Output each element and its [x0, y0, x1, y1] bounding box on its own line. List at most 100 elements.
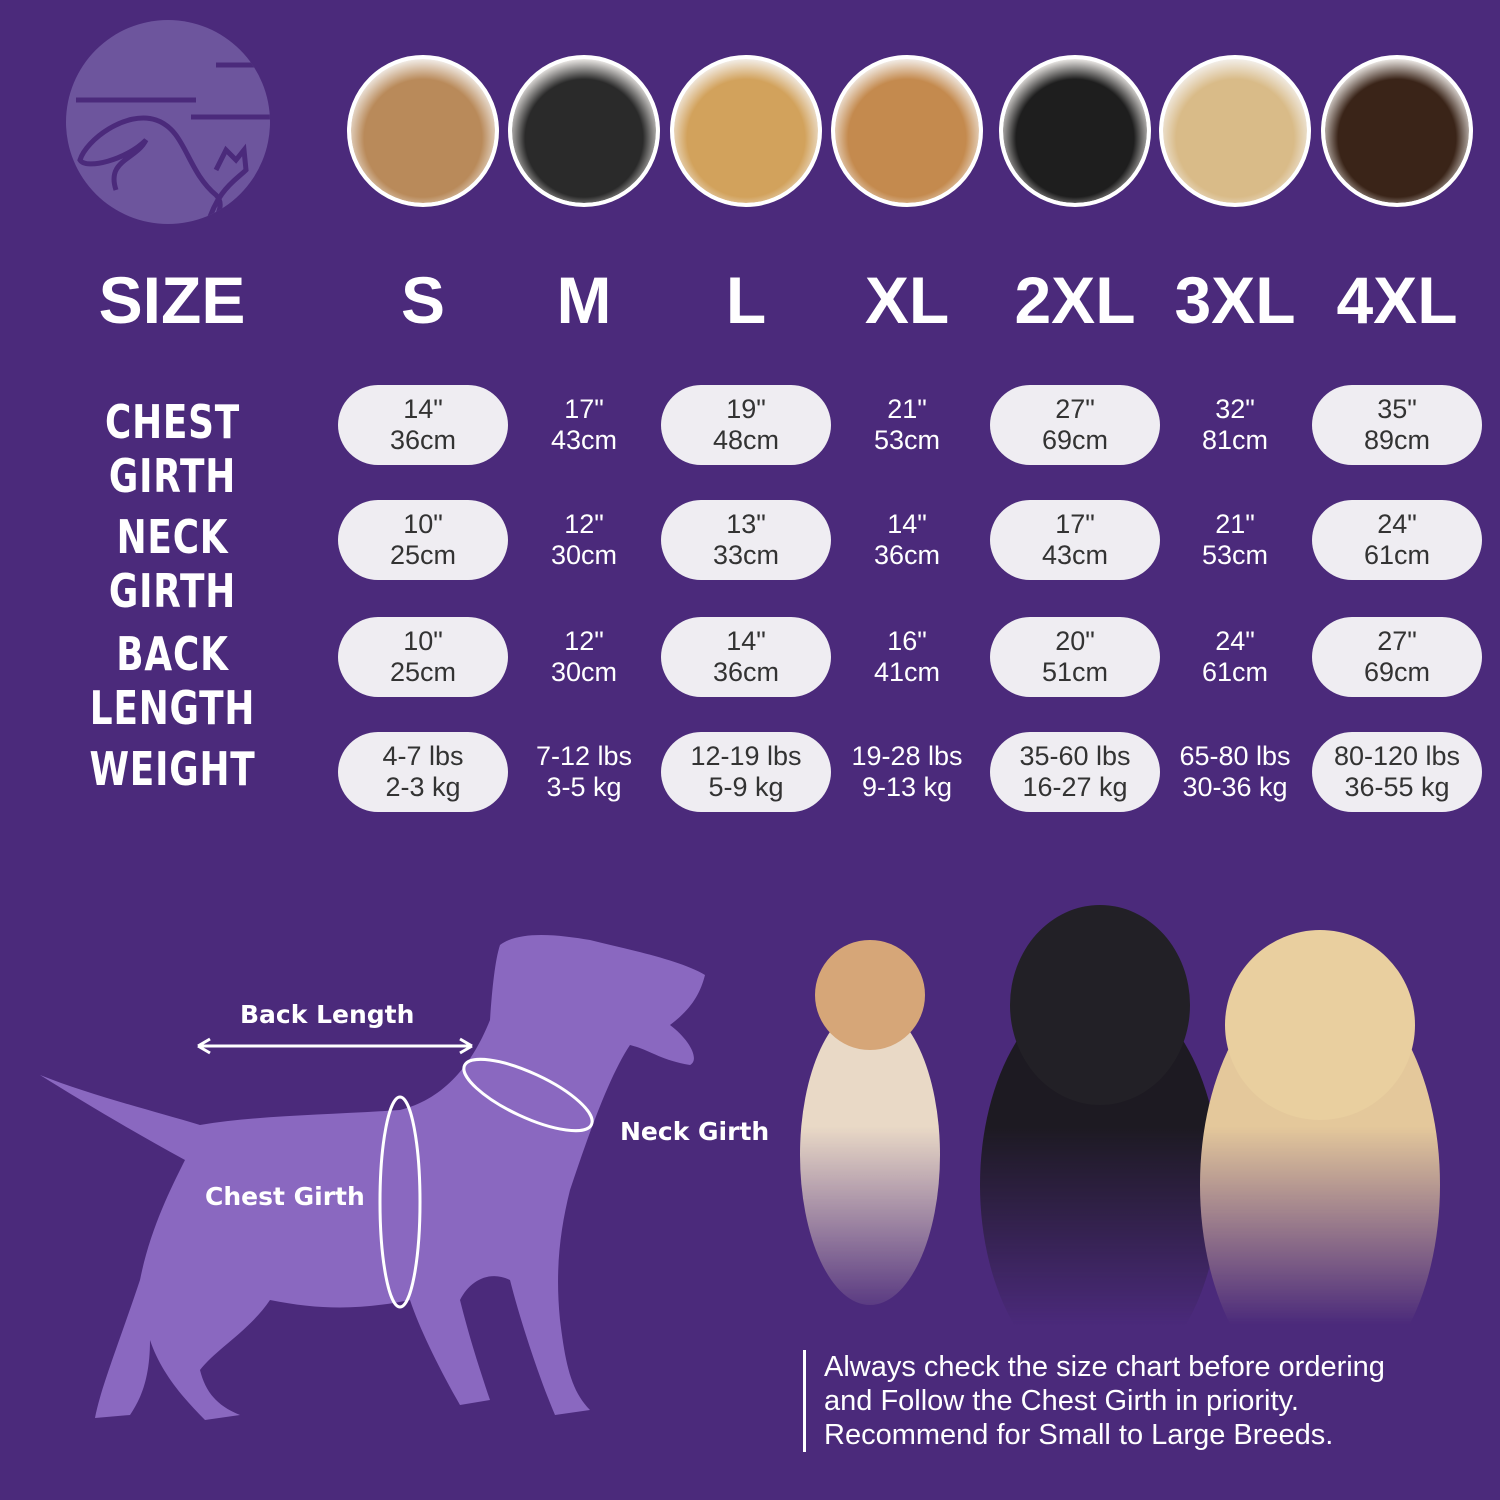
- imperial-value: 35": [1377, 394, 1417, 424]
- back-length-label: Back Length: [240, 1000, 415, 1029]
- imperial-value: 21": [887, 394, 927, 424]
- table-cell: 24" 61cm: [1150, 617, 1320, 697]
- neck-girth-line: [462, 1057, 594, 1133]
- size-s: S: [400, 263, 446, 337]
- size-2xl: 2XL: [1014, 263, 1136, 337]
- imperial-value: 12": [564, 509, 604, 539]
- metric-value: 53cm: [1201, 540, 1269, 570]
- size-header-label: SIZE: [98, 263, 246, 337]
- dog-silhouette: [40, 935, 705, 1420]
- imperial-value: 35-60 lbs: [1019, 741, 1131, 771]
- metric-value: 9-13 kg: [861, 772, 953, 802]
- imperial-value: 19-28 lbs: [851, 741, 963, 771]
- doberman-photo: [1321, 55, 1473, 207]
- metric-value: 30-36 kg: [1182, 772, 1288, 802]
- imperial-value: 16": [887, 626, 927, 656]
- table-cell: 16" 41cm: [822, 617, 992, 697]
- imperial-value: 12-19 lbs: [690, 741, 802, 771]
- dog-face: [351, 59, 495, 203]
- back-length-arrow: [197, 1037, 473, 1055]
- table-cell: 27" 69cm: [1312, 617, 1482, 697]
- labrador-photo: [1159, 55, 1311, 207]
- imperial-value: 20": [1055, 626, 1095, 656]
- metric-value: 3-5 kg: [546, 772, 622, 802]
- table-cell: 19-28 lbs 9-13 kg: [822, 732, 992, 812]
- table-cell: 19" 48cm: [661, 385, 831, 465]
- size-m: M: [556, 263, 612, 337]
- brand-logo: [66, 20, 270, 224]
- size-xl: XL: [864, 263, 950, 337]
- size-advice-note: Always check the size chart before order…: [803, 1350, 1385, 1452]
- table-cell: 21" 53cm: [822, 385, 992, 465]
- beagle-photo: [831, 55, 983, 207]
- boston-terrier-photo: [508, 55, 660, 207]
- metric-value: 16-27 kg: [1022, 772, 1128, 802]
- dog-measurement-diagram: [40, 935, 705, 1420]
- table-cell: 7-12 lbs 3-5 kg: [499, 732, 669, 812]
- metric-value: 43cm: [1041, 540, 1109, 570]
- imperial-value: 14": [887, 509, 927, 539]
- table-cell: 27" 69cm: [990, 385, 1160, 465]
- dog-face: [512, 59, 656, 203]
- metric-value: 48cm: [712, 425, 780, 455]
- chest-girth-line: [378, 1095, 422, 1309]
- metric-value: 61cm: [1201, 657, 1269, 687]
- metric-value: 36-55 kg: [1344, 772, 1450, 802]
- note-line: Recommend for Small to Large Breeds.: [824, 1419, 1334, 1451]
- three-dogs-photo: [770, 885, 1450, 1395]
- border-collie-photo: [999, 55, 1151, 207]
- metric-value: 41cm: [873, 657, 941, 687]
- imperial-value: 10": [403, 509, 443, 539]
- table-cell: 21" 53cm: [1150, 500, 1320, 580]
- table-cell: 80-120 lbs 36-55 kg: [1312, 732, 1482, 812]
- size-3xl: 3XL: [1174, 263, 1296, 337]
- metric-value: 36cm: [389, 425, 457, 455]
- metric-value: 36cm: [873, 540, 941, 570]
- imperial-value: 14": [726, 626, 766, 656]
- neck-girth-label: Neck Girth: [620, 1117, 770, 1146]
- dog-face: [1003, 59, 1147, 203]
- shih-tzu-photo: [347, 55, 499, 207]
- imperial-value: 27": [1377, 626, 1417, 656]
- imperial-value: 4-7 lbs: [382, 741, 464, 771]
- metric-value: 89cm: [1363, 425, 1431, 455]
- table-cell: 10" 25cm: [338, 617, 508, 697]
- metric-value: 30cm: [550, 657, 618, 687]
- imperial-value: 10": [403, 626, 443, 656]
- table-cell: 20" 51cm: [990, 617, 1160, 697]
- dog-face: [1163, 59, 1307, 203]
- table-cell: 24" 61cm: [1312, 500, 1482, 580]
- row-label: NECK GIRTH: [108, 510, 237, 618]
- table-cell: 17" 43cm: [499, 385, 669, 465]
- table-cell: 14" 36cm: [338, 385, 508, 465]
- imperial-value: 32": [1215, 394, 1255, 424]
- table-cell: 14" 36cm: [661, 617, 831, 697]
- imperial-value: 19": [726, 394, 766, 424]
- row-label: CHEST GIRTH: [104, 395, 241, 503]
- table-cell: 10" 25cm: [338, 500, 508, 580]
- table-cell: 65-80 lbs 30-36 kg: [1150, 732, 1320, 812]
- dog-face: [674, 59, 818, 203]
- table-cell: 14" 36cm: [822, 500, 992, 580]
- note-line: and Follow the Chest Girth in priority.: [824, 1385, 1299, 1417]
- table-cell: 12-19 lbs 5-9 kg: [661, 732, 831, 812]
- imperial-value: 24": [1215, 626, 1255, 656]
- metric-value: 51cm: [1041, 657, 1109, 687]
- metric-value: 81cm: [1201, 425, 1269, 455]
- metric-value: 25cm: [389, 540, 457, 570]
- table-cell: 12" 30cm: [499, 500, 669, 580]
- imperial-value: 12": [564, 626, 604, 656]
- metric-value: 25cm: [389, 657, 457, 687]
- imperial-value: 65-80 lbs: [1179, 741, 1291, 771]
- chest-girth-label: Chest Girth: [205, 1182, 365, 1211]
- size-4xl: 4XL: [1336, 263, 1458, 337]
- table-cell: 35" 89cm: [1312, 385, 1482, 465]
- metric-value: 69cm: [1363, 657, 1431, 687]
- imperial-value: 27": [1055, 394, 1095, 424]
- imperial-value: 14": [403, 394, 443, 424]
- note-line: Always check the size chart before order…: [824, 1351, 1385, 1383]
- table-cell: 32" 81cm: [1150, 385, 1320, 465]
- metric-value: 5-9 kg: [708, 772, 784, 802]
- metric-value: 36cm: [712, 657, 780, 687]
- row-label: WEIGHT: [89, 742, 256, 796]
